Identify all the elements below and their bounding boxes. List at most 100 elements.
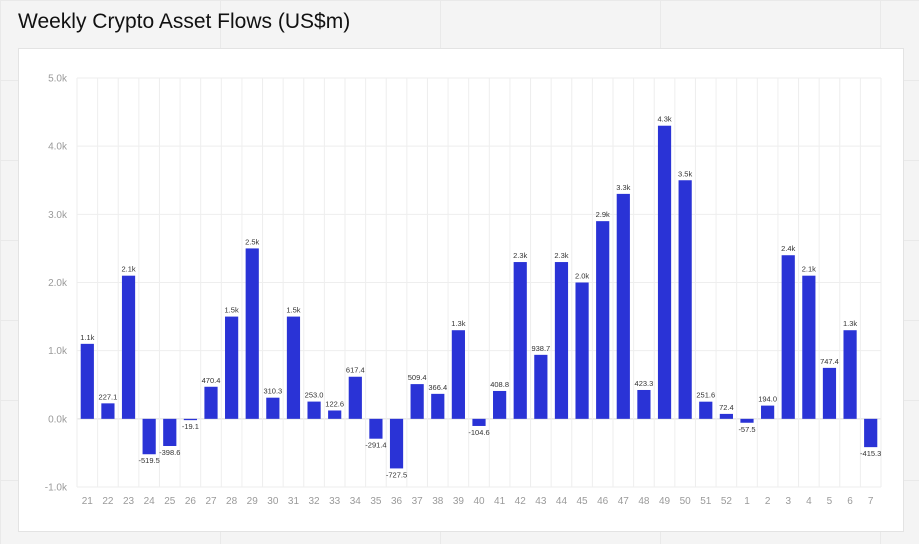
data-label: 617.4	[346, 366, 365, 375]
x-tick-label: 51	[700, 496, 712, 507]
x-tick-label: 40	[473, 496, 485, 507]
data-label: 2.9k	[596, 210, 610, 219]
bar[interactable]	[451, 330, 465, 419]
bar[interactable]	[225, 316, 239, 419]
x-tick-label: 41	[494, 496, 506, 507]
data-label: 2.1k	[802, 265, 816, 274]
x-tick-label: 47	[618, 496, 630, 507]
bar[interactable]	[163, 418, 177, 447]
x-tick-label: 26	[185, 496, 197, 507]
bar[interactable]	[431, 393, 445, 419]
data-label: 2.4k	[781, 244, 795, 253]
bar[interactable]	[204, 386, 218, 419]
data-label: 2.3k	[554, 251, 568, 260]
bar[interactable]	[761, 405, 775, 419]
x-tick-label: 34	[350, 496, 362, 507]
y-tick-label: 5.0k	[48, 74, 68, 85]
x-tick-label: 1	[744, 496, 750, 507]
bar[interactable]	[678, 180, 692, 419]
bar[interactable]	[493, 390, 507, 419]
x-tick-label: 52	[721, 496, 733, 507]
data-label: 310.3	[263, 387, 282, 396]
bar[interactable]	[575, 282, 589, 419]
y-tick-label: 4.0k	[48, 142, 68, 153]
bar[interactable]	[637, 389, 651, 419]
bar[interactable]	[101, 403, 115, 419]
x-tick-label: 3	[785, 496, 791, 507]
bar[interactable]	[389, 418, 404, 469]
bar[interactable]	[369, 418, 383, 439]
x-tick-label: 29	[247, 496, 259, 507]
x-tick-label: 36	[391, 496, 403, 507]
bar[interactable]	[513, 262, 527, 419]
bar[interactable]	[245, 248, 259, 419]
x-tick-label: 27	[205, 496, 217, 507]
bar[interactable]	[121, 275, 136, 419]
data-label: 3.5k	[678, 169, 692, 178]
bar[interactable]	[142, 418, 156, 455]
bar[interactable]	[822, 367, 837, 419]
bar[interactable]	[843, 330, 857, 419]
bar-chart: -1.0k0.0k1.0k2.0k3.0k4.0k5.0k1.1k21227.1…	[45, 74, 882, 507]
x-tick-label: 45	[577, 496, 589, 507]
data-label: 509.4	[408, 373, 427, 382]
data-label: -291.4	[365, 441, 386, 450]
bar[interactable]	[534, 354, 548, 419]
data-label: 251.6	[696, 391, 715, 400]
y-tick-label: 0.0k	[48, 414, 68, 425]
data-label: 1.3k	[451, 319, 465, 328]
bar[interactable]	[740, 418, 754, 423]
bar[interactable]	[802, 275, 816, 419]
y-tick-label: -1.0k	[45, 483, 68, 494]
bar[interactable]	[328, 410, 342, 419]
bar[interactable]	[699, 401, 713, 419]
data-label: 2.5k	[245, 237, 259, 246]
bar[interactable]	[286, 316, 301, 419]
bar[interactable]	[183, 418, 197, 421]
x-tick-label: 5	[827, 496, 833, 507]
bar[interactable]	[719, 413, 733, 419]
bar[interactable]	[80, 343, 94, 419]
x-tick-label: 28	[226, 496, 238, 507]
bar[interactable]	[554, 262, 569, 419]
data-label: 2.3k	[513, 251, 527, 260]
x-tick-label: 50	[680, 496, 692, 507]
data-label: -415.3	[860, 449, 881, 458]
data-label: -104.6	[468, 428, 489, 437]
data-label: 253.0	[305, 391, 324, 400]
data-label: 2.0k	[575, 272, 589, 281]
bar[interactable]	[596, 221, 610, 419]
x-tick-label: 21	[82, 496, 94, 507]
data-label: 408.8	[490, 380, 509, 389]
x-tick-label: 32	[309, 496, 321, 507]
data-label: 72.4	[719, 403, 734, 412]
x-tick-label: 46	[597, 496, 609, 507]
x-tick-label: 43	[535, 496, 547, 507]
x-tick-label: 37	[412, 496, 424, 507]
bar[interactable]	[472, 418, 486, 426]
bar[interactable]	[616, 193, 630, 419]
data-label: -19.1	[182, 422, 199, 431]
x-tick-label: 33	[329, 496, 341, 507]
bar[interactable]	[348, 376, 362, 419]
data-label: -57.5	[738, 425, 755, 434]
bar[interactable]	[657, 125, 672, 419]
bar[interactable]	[781, 255, 795, 419]
bar[interactable]	[307, 401, 321, 419]
data-label: 1.5k	[225, 306, 239, 315]
x-tick-label: 38	[432, 496, 444, 507]
x-tick-label: 24	[144, 496, 156, 507]
data-label: 4.3k	[657, 115, 671, 124]
data-label: 194.0	[758, 395, 777, 404]
bar[interactable]	[266, 397, 280, 419]
bar[interactable]	[864, 418, 878, 448]
y-tick-label: 2.0k	[48, 278, 68, 289]
data-label: -727.5	[386, 470, 407, 479]
y-tick-label: 1.0k	[48, 346, 68, 357]
data-label: 3.3k	[616, 183, 630, 192]
chart-title: Weekly Crypto Asset Flows (US$m)	[18, 10, 351, 33]
x-tick-label: 42	[515, 496, 527, 507]
x-tick-label: 35	[370, 496, 382, 507]
chart-panel: -1.0k 0.0k 1.0k 2.0k 3.0k 4.0k 5.0k 1.1k 21 227.1…	[18, 48, 904, 532]
bar[interactable]	[410, 384, 424, 419]
